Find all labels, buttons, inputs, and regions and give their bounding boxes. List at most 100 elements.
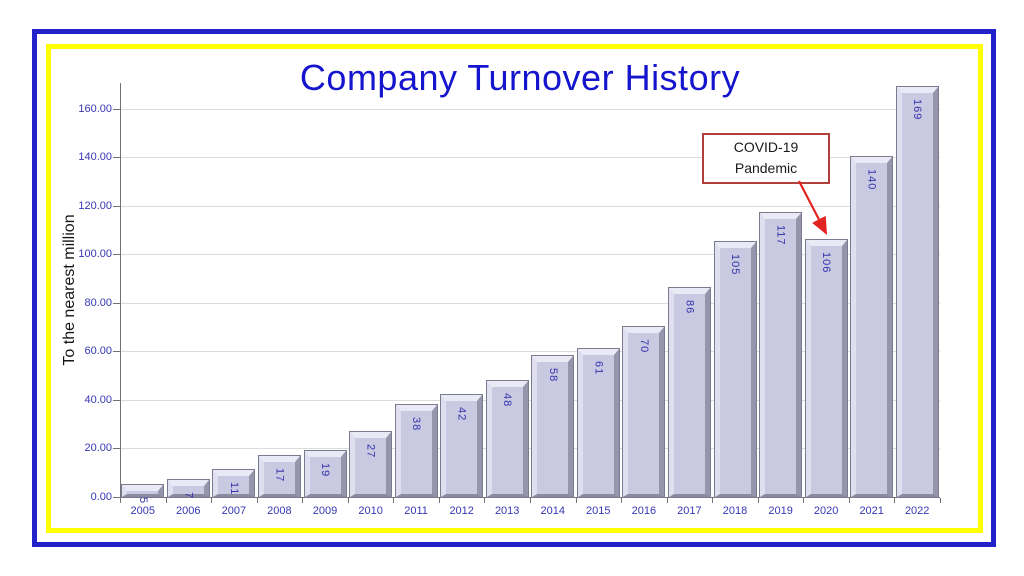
bar-2022: 169 — [896, 86, 938, 497]
bar-value-label: 105 — [729, 254, 741, 276]
bar-value-label: 42 — [455, 407, 468, 422]
x-axis-tick — [621, 498, 623, 503]
x-category-label: 2019 — [768, 505, 793, 517]
bar-2014: 58 — [532, 356, 574, 497]
y-gridline — [120, 157, 940, 159]
outer-blue-border — [32, 29, 996, 547]
x-category-label: 2008 — [267, 505, 292, 517]
x-category-label: 2012 — [449, 505, 474, 517]
bar-value-label: 140 — [865, 169, 878, 191]
x-category-label: 2017 — [677, 505, 702, 517]
x-axis-tick — [575, 498, 577, 503]
x-axis-tick — [393, 498, 395, 503]
bar-2006: 7 — [167, 480, 209, 500]
x-axis-tick — [666, 498, 668, 503]
x-axis-tick — [757, 498, 759, 503]
annotation-line-2: Pandemic — [734, 160, 798, 176]
bar-value-label: 70 — [637, 339, 650, 354]
y-gridline — [120, 399, 940, 401]
bar-2019: 117 — [760, 213, 802, 497]
bar-2008: 17 — [258, 455, 300, 497]
x-category-label: 2009 — [312, 505, 338, 517]
covid-annotation-callout: COVID-19 Pandemic — [702, 133, 830, 184]
x-axis-tick — [165, 498, 167, 503]
bar-2020: 106 — [805, 239, 847, 497]
y-tick-label: 40.00 — [84, 393, 112, 406]
bar-2011: 38 — [395, 404, 437, 497]
y-gridline — [120, 254, 940, 256]
x-axis-tick — [848, 498, 850, 503]
x-category-label: 2014 — [540, 505, 566, 517]
x-category-label: 2015 — [586, 505, 611, 517]
y-axis-tick — [113, 399, 120, 401]
chart-title: Company Turnover History — [299, 57, 741, 98]
y-tick-label: 120.00 — [78, 199, 112, 212]
y-axis-tick — [113, 108, 120, 110]
bar-2018: 105 — [714, 242, 756, 497]
x-axis-tick — [438, 498, 440, 503]
x-axis-tick — [484, 498, 486, 503]
bar-value-label: 17 — [273, 467, 286, 482]
bar-2016: 70 — [623, 327, 665, 497]
y-gridline — [120, 448, 940, 450]
x-category-label: 2018 — [722, 505, 748, 517]
y-gridline — [120, 108, 940, 110]
y-tick-label: 100.00 — [78, 248, 112, 261]
x-category-label: 2011 — [404, 505, 428, 517]
x-axis-tick — [256, 498, 258, 503]
y-axis-tick — [113, 205, 120, 207]
y-tick-label: 60.00 — [84, 345, 112, 358]
bar-2013: 48 — [486, 380, 528, 497]
bar-value-label: 117 — [774, 225, 787, 246]
y-axis-title: To the nearest million — [61, 214, 78, 366]
bar-2005: 5 — [122, 484, 164, 504]
x-axis-line — [120, 497, 940, 498]
bar-value-label: 11 — [227, 482, 240, 496]
y-tick-label: 20.00 — [84, 442, 112, 455]
bar-2010: 27 — [350, 431, 392, 497]
bar-value-label: 48 — [501, 392, 514, 407]
x-axis-tick — [530, 498, 531, 503]
y-axis-tick — [113, 448, 120, 450]
y-tick-label: 160.00 — [78, 102, 112, 115]
x-axis-tick — [894, 498, 896, 503]
x-axis-tick — [120, 498, 121, 503]
inner-yellow-border — [46, 44, 983, 533]
bar-value-label: 106 — [820, 251, 833, 274]
x-category-label: 2006 — [176, 505, 201, 517]
x-category-label: 2020 — [813, 505, 839, 517]
bar-2015: 61 — [577, 348, 619, 497]
y-gridline — [120, 205, 940, 207]
bar-value-label: 86 — [683, 300, 696, 315]
x-axis-tick — [347, 498, 349, 503]
x-category-label: 2007 — [221, 505, 247, 517]
y-axis-tick — [113, 351, 120, 353]
x-category-label: 2022 — [904, 505, 930, 517]
annotation-line-1: COVID-19 — [733, 139, 799, 155]
bar-2021: 140 — [851, 157, 893, 497]
x-axis-tick — [803, 498, 805, 503]
y-axis-tick — [113, 302, 120, 304]
y-axis-tick — [113, 254, 120, 256]
x-category-label: 2005 — [130, 505, 156, 517]
y-gridline — [120, 302, 940, 304]
y-gridline — [120, 351, 940, 353]
x-axis-tick — [211, 498, 213, 503]
bar-value-label: 58 — [546, 368, 559, 383]
y-tick-label: 0.00 — [90, 491, 112, 503]
x-category-label: 2013 — [494, 505, 520, 517]
bar-value-label: 27 — [364, 443, 377, 458]
bar-value-label: 5 — [136, 496, 149, 505]
bar-2012: 42 — [441, 395, 483, 497]
x-axis-tick — [940, 498, 941, 503]
x-category-label: 2021 — [859, 505, 884, 517]
y-axis-tick — [113, 497, 120, 498]
x-axis-tick — [302, 498, 304, 503]
bar-value-label: 7 — [182, 492, 195, 500]
x-axis-tick — [712, 498, 714, 503]
x-category-label: 2010 — [358, 505, 383, 517]
y-tick-label: 80.00 — [84, 296, 112, 309]
bar-value-label: 19 — [319, 462, 331, 478]
bar-value-label: 38 — [410, 416, 423, 432]
